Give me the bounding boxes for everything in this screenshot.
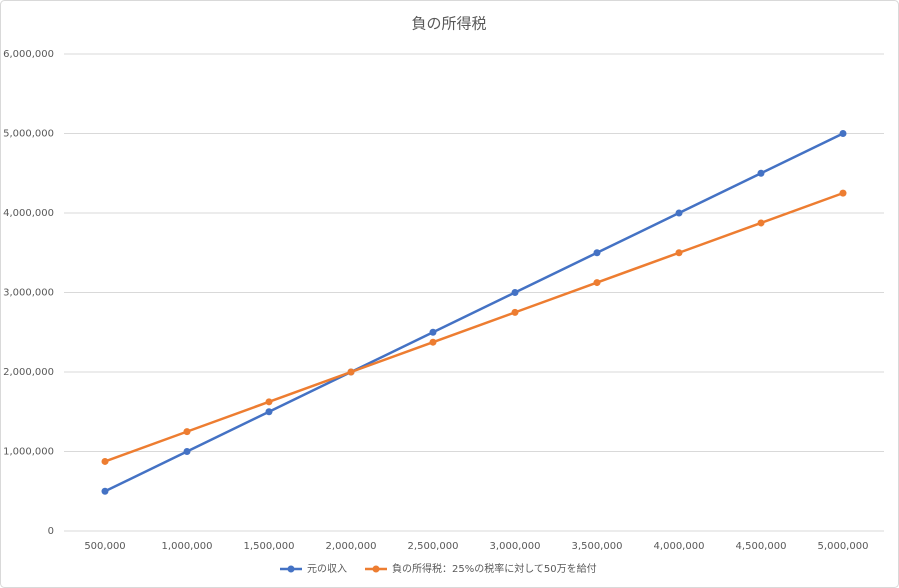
data-point: [101, 457, 109, 465]
chart-title: 負の所得税: [411, 15, 486, 33]
x-tick-label: 3,500,000: [572, 541, 623, 552]
x-tick-label: 4,000,000: [654, 541, 705, 552]
data-point: [675, 209, 683, 217]
data-point: [429, 338, 437, 346]
data-point: [347, 368, 355, 376]
data-point: [757, 219, 765, 227]
x-tick-label: 500,000: [84, 541, 125, 552]
legend-label: 元の収入: [307, 563, 347, 575]
x-tick-label: 4,500,000: [736, 541, 787, 552]
data-point: [511, 308, 519, 316]
data-point: [839, 130, 847, 137]
x-tick-label: 2,500,000: [408, 541, 459, 552]
x-tick-label: 1,000,000: [162, 541, 213, 552]
legend-marker: [372, 565, 380, 573]
data-point: [593, 249, 601, 257]
x-tick-label: 5,000,000: [818, 541, 869, 552]
data-point: [183, 448, 191, 455]
data-point: [593, 279, 601, 287]
data-point: [265, 398, 273, 406]
data-point: [429, 328, 437, 336]
x-tick-label: 2,000,000: [326, 541, 377, 552]
data-point: [511, 289, 519, 296]
y-tick-label: 3,000,000: [3, 288, 54, 299]
y-tick-label: 4,000,000: [3, 208, 54, 219]
data-point: [757, 169, 765, 177]
data-point: [183, 428, 191, 436]
x-tick-label: 1,500,000: [244, 541, 295, 552]
y-tick-label: 5,000,000: [3, 129, 54, 140]
y-tick-label: 2,000,000: [3, 367, 54, 378]
data-point: [101, 487, 109, 495]
x-tick-label: 3,000,000: [490, 541, 541, 552]
y-tick-label: 6,000,000: [3, 49, 54, 60]
legend-marker: [287, 565, 295, 573]
data-point: [265, 408, 273, 416]
data-point: [839, 189, 847, 197]
y-tick-label: 0: [48, 526, 54, 537]
y-tick-label: 1,000,000: [3, 447, 54, 458]
data-point: [675, 249, 683, 257]
series-line: [104, 191, 844, 463]
series-line: [104, 132, 844, 493]
legend-label: 負の所得税：25%の税率に対して50万を給付: [392, 562, 597, 575]
